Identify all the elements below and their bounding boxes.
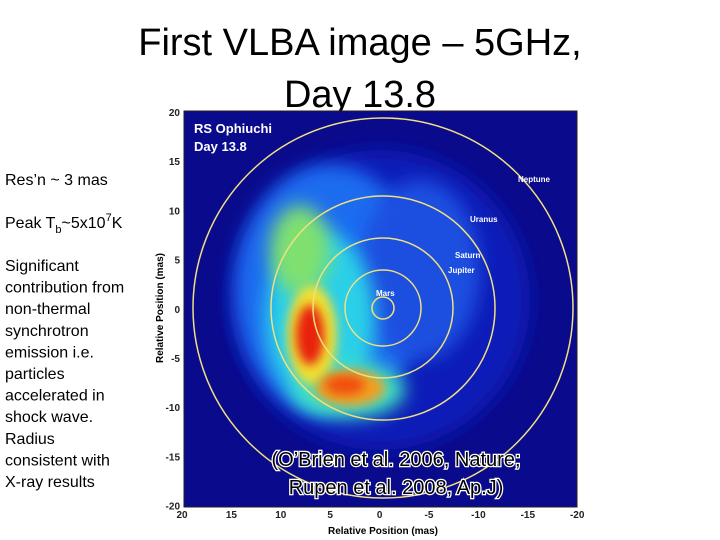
note-line: X-ray results bbox=[5, 474, 95, 491]
emission-map bbox=[230, 150, 530, 450]
note-line: contribution from bbox=[5, 280, 124, 297]
x-tick-label: 15 bbox=[226, 510, 238, 521]
note-text-part: K bbox=[112, 215, 123, 232]
note-line: shock wave. bbox=[5, 409, 93, 426]
x-tick-label: -10 bbox=[471, 510, 486, 521]
note-line: consistent with bbox=[5, 452, 110, 469]
note-line: emission i.e. bbox=[5, 344, 94, 361]
y-tick-label: -5 bbox=[171, 354, 180, 365]
citation-line: Rupen et al. 2008, Ap.J) bbox=[289, 477, 504, 499]
x-tick-label: 10 bbox=[275, 510, 287, 521]
note-text-part: 7 bbox=[106, 212, 112, 224]
y-tick-label: -15 bbox=[166, 452, 181, 463]
y-tick-label: 15 bbox=[169, 157, 181, 168]
orbit-label: Uranus bbox=[470, 215, 498, 224]
y-tick-label: -20 bbox=[166, 502, 181, 513]
note-line: particles bbox=[5, 366, 65, 383]
image-frame bbox=[183, 110, 578, 508]
x-tick-label: 5 bbox=[327, 510, 333, 521]
orbit-circles bbox=[192, 117, 574, 499]
note-text-part: b bbox=[55, 224, 61, 236]
y-tick-label: 5 bbox=[174, 256, 180, 267]
y-axis-label: Relative Position (mas) bbox=[155, 253, 166, 363]
title-line: Day 13.8 bbox=[284, 74, 436, 116]
note-text: Res’n ~ 3 mas bbox=[5, 172, 108, 189]
orbit-label: Saturn bbox=[455, 251, 480, 260]
x-tick-label: -15 bbox=[521, 510, 536, 521]
x-tick-label: -20 bbox=[570, 510, 585, 521]
note-line: synchrotron bbox=[5, 323, 89, 340]
y-tick-label: 20 bbox=[169, 108, 181, 119]
note-text-part: ~5x10 bbox=[62, 215, 106, 232]
y-tick-label: -10 bbox=[166, 403, 181, 414]
note-text-part: Peak T bbox=[5, 215, 56, 232]
figure-label: Day 13.8 bbox=[194, 139, 247, 154]
title-line: First VLBA image – 5GHz, bbox=[138, 22, 582, 64]
x-tick-label: -5 bbox=[425, 510, 434, 521]
figure-label: RS Ophiuchi bbox=[194, 121, 272, 136]
note-line: accelerated in bbox=[5, 388, 105, 405]
note-text: Peak Tb~5x107K bbox=[5, 212, 123, 236]
note-line: Radius bbox=[5, 431, 55, 448]
figure: RS Ophiuchi Day 13.8 Relative Position (… bbox=[155, 110, 578, 537]
note-line: Significant bbox=[5, 258, 79, 275]
orbit-label: Mars bbox=[376, 289, 395, 298]
note-line: non-thermal bbox=[5, 301, 90, 318]
x-axis-label: Relative Position (mas) bbox=[328, 526, 438, 537]
x-tick-label: 0 bbox=[377, 510, 383, 521]
x-tick-label: 20 bbox=[176, 510, 188, 521]
citation-line: (O’Brien et al. 2006, Nature; bbox=[271, 449, 520, 471]
orbit-label: Jupiter bbox=[448, 266, 475, 275]
y-tick-label: 10 bbox=[169, 206, 181, 217]
orbit-label: Neptune bbox=[518, 175, 551, 184]
y-tick-label: 0 bbox=[174, 305, 180, 316]
